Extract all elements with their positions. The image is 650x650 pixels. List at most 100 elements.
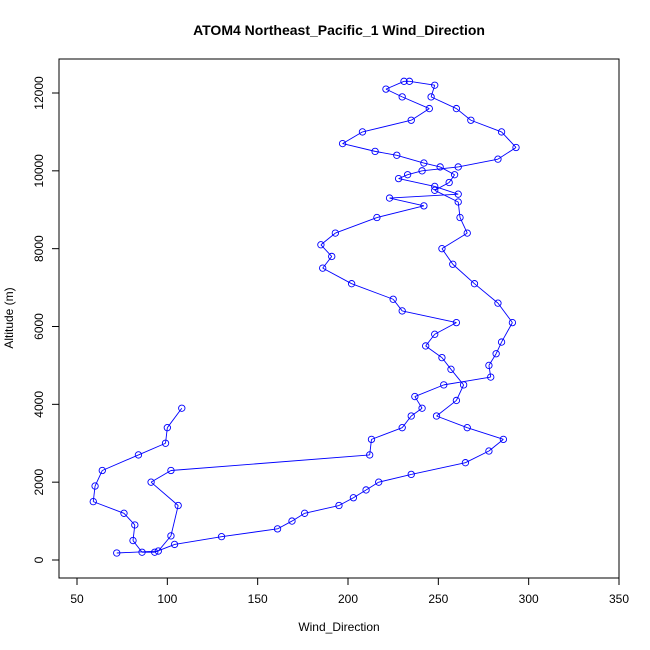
series-segment: [389, 197, 424, 207]
series-segment: [342, 143, 376, 152]
series-segment: [474, 283, 499, 304]
x-tick-label: 300: [519, 592, 539, 606]
series-segment: [409, 80, 435, 86]
series-segment: [174, 536, 222, 545]
y-tick-label: 4000: [32, 391, 46, 418]
series-segment: [304, 505, 340, 514]
series-segment: [338, 497, 354, 506]
data-point: [366, 451, 374, 459]
x-axis-label: Wind_Direction: [298, 620, 379, 634]
x-tick-label: 250: [428, 592, 448, 606]
series-segment: [414, 396, 423, 409]
series-layer: [89, 77, 520, 557]
data-point: [459, 381, 468, 389]
series-segment: [166, 407, 183, 428]
data-point: [331, 229, 340, 237]
series-segment: [138, 442, 166, 456]
data-point: [328, 252, 336, 261]
data-point: [407, 116, 415, 124]
series-segment: [495, 341, 502, 354]
series-segment: [441, 232, 468, 250]
data-point: [89, 497, 97, 506]
series-segment: [425, 334, 436, 347]
plot-frame: [58, 58, 620, 579]
data-point: [492, 350, 500, 358]
data-point: [167, 466, 175, 475]
series-segment: [398, 178, 435, 187]
data-point: [138, 548, 146, 556]
data-point: [456, 213, 464, 222]
data-point: [422, 342, 430, 350]
data-point: [431, 330, 439, 338]
data-point: [362, 486, 370, 494]
data-point: [335, 501, 343, 510]
series-segment: [457, 201, 461, 218]
data-point: [431, 186, 439, 194]
data-point: [440, 381, 448, 389]
series-segment: [458, 158, 499, 168]
series-segment: [497, 302, 513, 323]
data-point: [431, 182, 439, 191]
data-point: [445, 178, 453, 187]
data-point: [438, 353, 446, 362]
x-tick-label: 150: [248, 592, 268, 606]
series-segment: [434, 189, 459, 203]
data-point: [418, 167, 426, 175]
series-segment: [322, 267, 352, 285]
data-point: [338, 139, 347, 148]
x-axis: 50 100 150 200 250 300 350: [70, 577, 629, 606]
series-segment: [422, 166, 459, 172]
series-segment: [335, 217, 378, 234]
data-point: [347, 280, 356, 288]
data-point: [358, 128, 367, 136]
series-segment: [375, 150, 397, 156]
data-point: [405, 77, 414, 85]
data-point: [449, 260, 457, 268]
data-point: [319, 264, 327, 272]
series-segment: [434, 185, 459, 195]
series-segment: [132, 540, 143, 553]
data-point: [174, 501, 182, 510]
data-point: [452, 104, 461, 113]
data-point: [411, 392, 419, 401]
series-segment: [501, 322, 513, 343]
data-point: [163, 424, 171, 432]
series-segment: [277, 520, 293, 530]
data-point: [497, 338, 506, 346]
series-segment: [102, 454, 139, 471]
data-point: [485, 447, 493, 455]
data-point: [400, 77, 408, 85]
series-segment: [369, 439, 372, 455]
data-point: [375, 478, 383, 486]
data-point: [420, 159, 428, 167]
data-point: [508, 318, 517, 327]
data-point: [512, 143, 520, 152]
data-point: [154, 547, 162, 555]
data-point: [367, 435, 376, 444]
series-segment: [443, 376, 491, 386]
series-segment: [470, 119, 502, 133]
data-point: [436, 163, 444, 171]
data-point: [300, 509, 309, 517]
series-segment: [452, 263, 475, 285]
series-segment: [378, 473, 412, 483]
series-segment: [392, 298, 403, 312]
series-segment: [94, 470, 103, 487]
y-tick-label: 6000: [32, 313, 46, 340]
y-tick-label: 8000: [32, 235, 46, 262]
data-point: [499, 435, 508, 444]
series-segment: [371, 427, 403, 440]
series-segment: [414, 384, 444, 397]
data-point: [113, 549, 121, 557]
data-point: [382, 85, 390, 93]
data-point: [485, 361, 493, 370]
data-point: [349, 494, 358, 502]
data-point: [167, 532, 175, 540]
data-point: [385, 194, 394, 202]
data-point: [432, 412, 441, 420]
data-point: [217, 533, 226, 541]
data-point: [420, 202, 428, 210]
series-segment: [165, 427, 168, 444]
data-point: [452, 318, 461, 327]
